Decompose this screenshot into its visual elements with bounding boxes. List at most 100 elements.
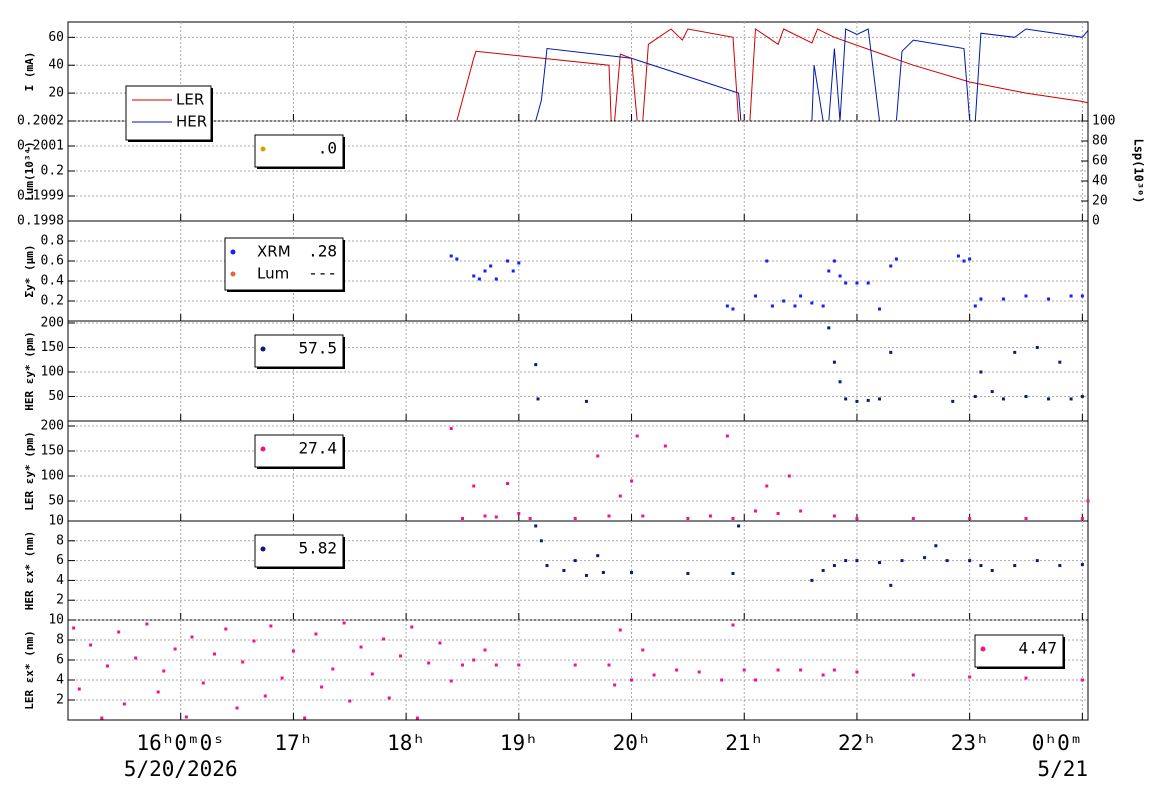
point (472, 274, 476, 278)
point (832, 514, 836, 518)
panel-frame (67, 320, 1089, 422)
point (737, 524, 741, 528)
point (359, 645, 363, 649)
point (725, 304, 729, 308)
point (536, 397, 540, 401)
point (990, 569, 994, 572)
point (630, 570, 634, 574)
point (923, 556, 927, 560)
x-tick-label: 18ʰ (387, 731, 425, 755)
point (483, 269, 487, 273)
point (866, 281, 870, 285)
point (72, 626, 76, 630)
point (979, 370, 983, 374)
point (1024, 394, 1028, 398)
point (1080, 517, 1084, 520)
point (156, 690, 160, 694)
point (1013, 564, 1017, 568)
point (832, 564, 836, 568)
y-tick-label: 60 (48, 30, 64, 45)
x-tick-label: 20ʰ (613, 731, 651, 755)
point (855, 517, 859, 520)
y2-tick-label: 0 (1092, 214, 1100, 229)
point (894, 257, 898, 261)
point (1035, 559, 1039, 563)
point (438, 641, 442, 645)
point (427, 661, 431, 665)
y-tick-label: 0.4 (41, 274, 65, 289)
point (641, 648, 645, 652)
point (810, 578, 814, 582)
y-tick-label: 0.2001 (17, 139, 64, 154)
point (686, 571, 690, 575)
point (973, 394, 977, 398)
point (821, 304, 825, 308)
y-tick-label: 2 (56, 593, 64, 608)
point (827, 269, 831, 273)
legend-value: .0 (318, 139, 337, 158)
point (280, 676, 284, 680)
point (776, 668, 780, 672)
point (545, 564, 549, 568)
point (1080, 394, 1084, 398)
point (956, 254, 960, 258)
point (573, 517, 577, 520)
point (613, 683, 617, 687)
point (821, 569, 825, 572)
point (596, 554, 600, 558)
point (641, 514, 645, 518)
point (382, 637, 386, 641)
point (968, 517, 972, 520)
point (1080, 294, 1084, 298)
point (596, 454, 600, 458)
point (213, 652, 217, 656)
point (855, 559, 859, 563)
point (173, 647, 177, 651)
point (731, 307, 735, 311)
point (630, 678, 634, 682)
y-axis-label: HER εy* (pm) (23, 331, 36, 410)
point (832, 668, 836, 672)
point (449, 254, 453, 258)
legend-value: 4.47 (1018, 639, 1057, 658)
point (821, 673, 825, 677)
point (105, 664, 109, 668)
x-tick-label: 0ʰ0ᵐ (1032, 731, 1083, 755)
point (1024, 676, 1028, 680)
point (201, 681, 205, 685)
point (472, 484, 476, 488)
legend (254, 134, 344, 168)
y-tick-label: 6 (56, 553, 64, 568)
y-tick-label: 150 (41, 444, 64, 459)
y-axis-label: LER εy* (pm) (23, 431, 36, 510)
point (348, 699, 352, 703)
point (1024, 294, 1028, 298)
point (303, 716, 307, 720)
y-tick-label: 4 (56, 573, 64, 588)
x-tick-label: 22ʰ (838, 731, 876, 755)
point (652, 673, 656, 677)
point (1047, 397, 1051, 401)
date-label: 5/21 (1037, 757, 1088, 781)
point (877, 397, 881, 401)
point (1047, 297, 1051, 301)
point (314, 632, 318, 636)
point (1058, 360, 1062, 364)
point (534, 363, 538, 367)
point (449, 679, 453, 683)
point (460, 663, 464, 667)
point (506, 482, 510, 485)
point (122, 702, 126, 706)
y-tick-label: 10 (48, 514, 64, 529)
point (720, 678, 724, 682)
point (776, 512, 780, 515)
y-axis-label: Lum(10³⁴) (23, 141, 36, 201)
point (77, 687, 81, 691)
point (387, 696, 391, 700)
y-tick-label: 0.6 (41, 254, 64, 269)
point (134, 656, 138, 660)
point (782, 299, 786, 303)
point (945, 559, 949, 563)
point (951, 399, 955, 403)
point (979, 297, 983, 301)
